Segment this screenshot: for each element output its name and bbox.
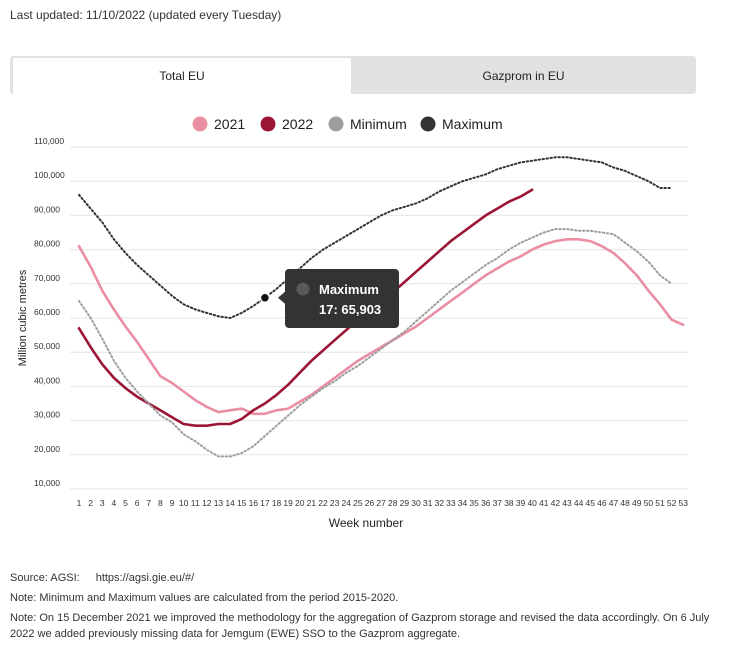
legend-marker-2021[interactable] xyxy=(192,116,208,132)
note-min-max: Note: Minimum and Maximum values are cal… xyxy=(10,592,399,604)
legend-label-minimum[interactable]: Minimum xyxy=(350,116,407,132)
x-tick-label: 10 xyxy=(179,498,189,508)
y-tick-label: 80,000 xyxy=(34,239,60,249)
storage-chart: 10,000 20,000 30,000 40,000 50,000 60,000 70,0… xyxy=(17,116,689,530)
x-tick-label: 31 xyxy=(423,498,433,508)
tooltip-box xyxy=(285,269,399,328)
x-tick-label: 20 xyxy=(295,498,305,508)
y-tick-label: 10,000 xyxy=(34,478,60,488)
x-tick-label: 8 xyxy=(158,498,163,508)
x-tick-label: 33 xyxy=(446,498,456,508)
x-tick-label: 19 xyxy=(283,498,293,508)
x-tick-label: 38 xyxy=(504,498,514,508)
x-tick-label: 49 xyxy=(632,498,642,508)
x-tick-label: 17 xyxy=(260,498,270,508)
y-axis-title: Million cubic metres xyxy=(17,269,29,366)
x-tick-label: 2 xyxy=(88,498,93,508)
x-tick-label: 35 xyxy=(469,498,479,508)
x-tick-label: 48 xyxy=(620,498,630,508)
x-tick-label: 39 xyxy=(516,498,526,508)
series-line-minimum xyxy=(78,228,673,458)
note-methodology: Note: On 15 December 2021 we improved th… xyxy=(10,612,710,640)
x-tick-label: 15 xyxy=(237,498,247,508)
y-tick-label: 90,000 xyxy=(34,204,60,214)
x-tick-label: 3 xyxy=(100,498,105,508)
tooltip-point xyxy=(259,292,271,304)
tooltip-series-marker xyxy=(296,282,310,296)
tooltip-pointer xyxy=(278,291,285,304)
y-tick-label: 110,000 xyxy=(34,136,64,146)
x-tick-label: 45 xyxy=(586,498,596,508)
notes: Source: AGSI: https://agsi.gie.eu/#/ Note… xyxy=(10,570,730,646)
x-tick-label: 16 xyxy=(249,498,259,508)
tab-gazprom-in-eu[interactable]: Gazprom in EU xyxy=(482,69,565,83)
source-label: Source: AGSI: xyxy=(10,572,80,584)
legend-marker-maximum[interactable] xyxy=(420,116,436,132)
legend-label-maximum[interactable]: Maximum xyxy=(442,116,503,132)
y-tick-label: 50,000 xyxy=(34,341,60,351)
legend-label-2022[interactable]: 2022 xyxy=(282,116,313,132)
legend-marker-minimum[interactable] xyxy=(328,116,344,132)
source-line: Source: AGSI: https://agsi.gie.eu/#/ xyxy=(10,570,730,586)
tooltip-title: Maximum xyxy=(319,282,379,297)
y-tick-label: 30,000 xyxy=(34,410,60,420)
x-tick-label: 26 xyxy=(365,498,375,508)
x-tick-label: 6 xyxy=(135,498,140,508)
x-tick-label: 1 xyxy=(77,498,82,508)
x-tick-label: 52 xyxy=(667,498,677,508)
x-tick-label: 37 xyxy=(493,498,503,508)
x-tick-label: 36 xyxy=(481,498,491,508)
x-tick-label: 12 xyxy=(202,498,212,508)
tab-bar: Total EU Gazprom in EU xyxy=(10,56,696,94)
x-tick-label: 5 xyxy=(123,498,128,508)
x-tick-label: 27 xyxy=(376,498,386,508)
y-tick-label: 70,000 xyxy=(34,273,60,283)
x-tick-label: 53 xyxy=(679,498,689,508)
x-tick-label: 4 xyxy=(111,498,116,508)
x-tick-label: 32 xyxy=(434,498,444,508)
legend-label-2021[interactable]: 2021 xyxy=(214,116,245,132)
x-tick-label: 29 xyxy=(400,498,410,508)
tooltip-value: 17: 65,903 xyxy=(319,302,381,317)
x-tick-label: 13 xyxy=(214,498,224,508)
x-tick-label: 47 xyxy=(609,498,619,508)
y-tick-label: 60,000 xyxy=(34,307,60,317)
x-tick-label: 18 xyxy=(272,498,282,508)
x-tick-label: 46 xyxy=(597,498,607,508)
tab-total-eu[interactable]: Total EU xyxy=(13,58,351,94)
x-tick-label: 7 xyxy=(146,498,151,508)
x-tick-label: 28 xyxy=(388,498,398,508)
series-line-2021 xyxy=(77,238,685,416)
x-tick-label: 34 xyxy=(458,498,468,508)
x-tick-label: 40 xyxy=(527,498,537,508)
last-updated: Last updated: 11/10/2022 (updated every … xyxy=(10,8,282,22)
source-link[interactable]: https://agsi.gie.eu/#/ xyxy=(95,572,195,584)
y-tick-label: 40,000 xyxy=(34,375,60,385)
x-tick-label: 42 xyxy=(551,498,561,508)
series-line-2022 xyxy=(77,188,534,428)
x-tick-label: 30 xyxy=(411,498,421,508)
y-tick-label: 100,000 xyxy=(34,170,65,180)
x-tick-label: 44 xyxy=(574,498,584,508)
x-tick-label: 43 xyxy=(562,498,572,508)
x-tick-label: 9 xyxy=(170,498,175,508)
x-axis-title: Week number xyxy=(329,516,403,530)
x-tick-label: 22 xyxy=(318,498,328,508)
legend-marker-2022[interactable] xyxy=(260,116,276,132)
x-tick-label: 14 xyxy=(225,498,235,508)
x-tick-label: 25 xyxy=(353,498,363,508)
x-tick-label: 23 xyxy=(330,498,340,508)
x-tick-label: 51 xyxy=(655,498,665,508)
x-tick-label: 50 xyxy=(644,498,654,508)
x-tick-label: 11 xyxy=(191,498,200,508)
series-line-maximum xyxy=(78,156,673,319)
x-tick-label: 21 xyxy=(307,498,317,508)
x-tick-label: 24 xyxy=(342,498,352,508)
x-tick-label: 41 xyxy=(539,498,549,508)
y-tick-label: 20,000 xyxy=(34,444,60,454)
